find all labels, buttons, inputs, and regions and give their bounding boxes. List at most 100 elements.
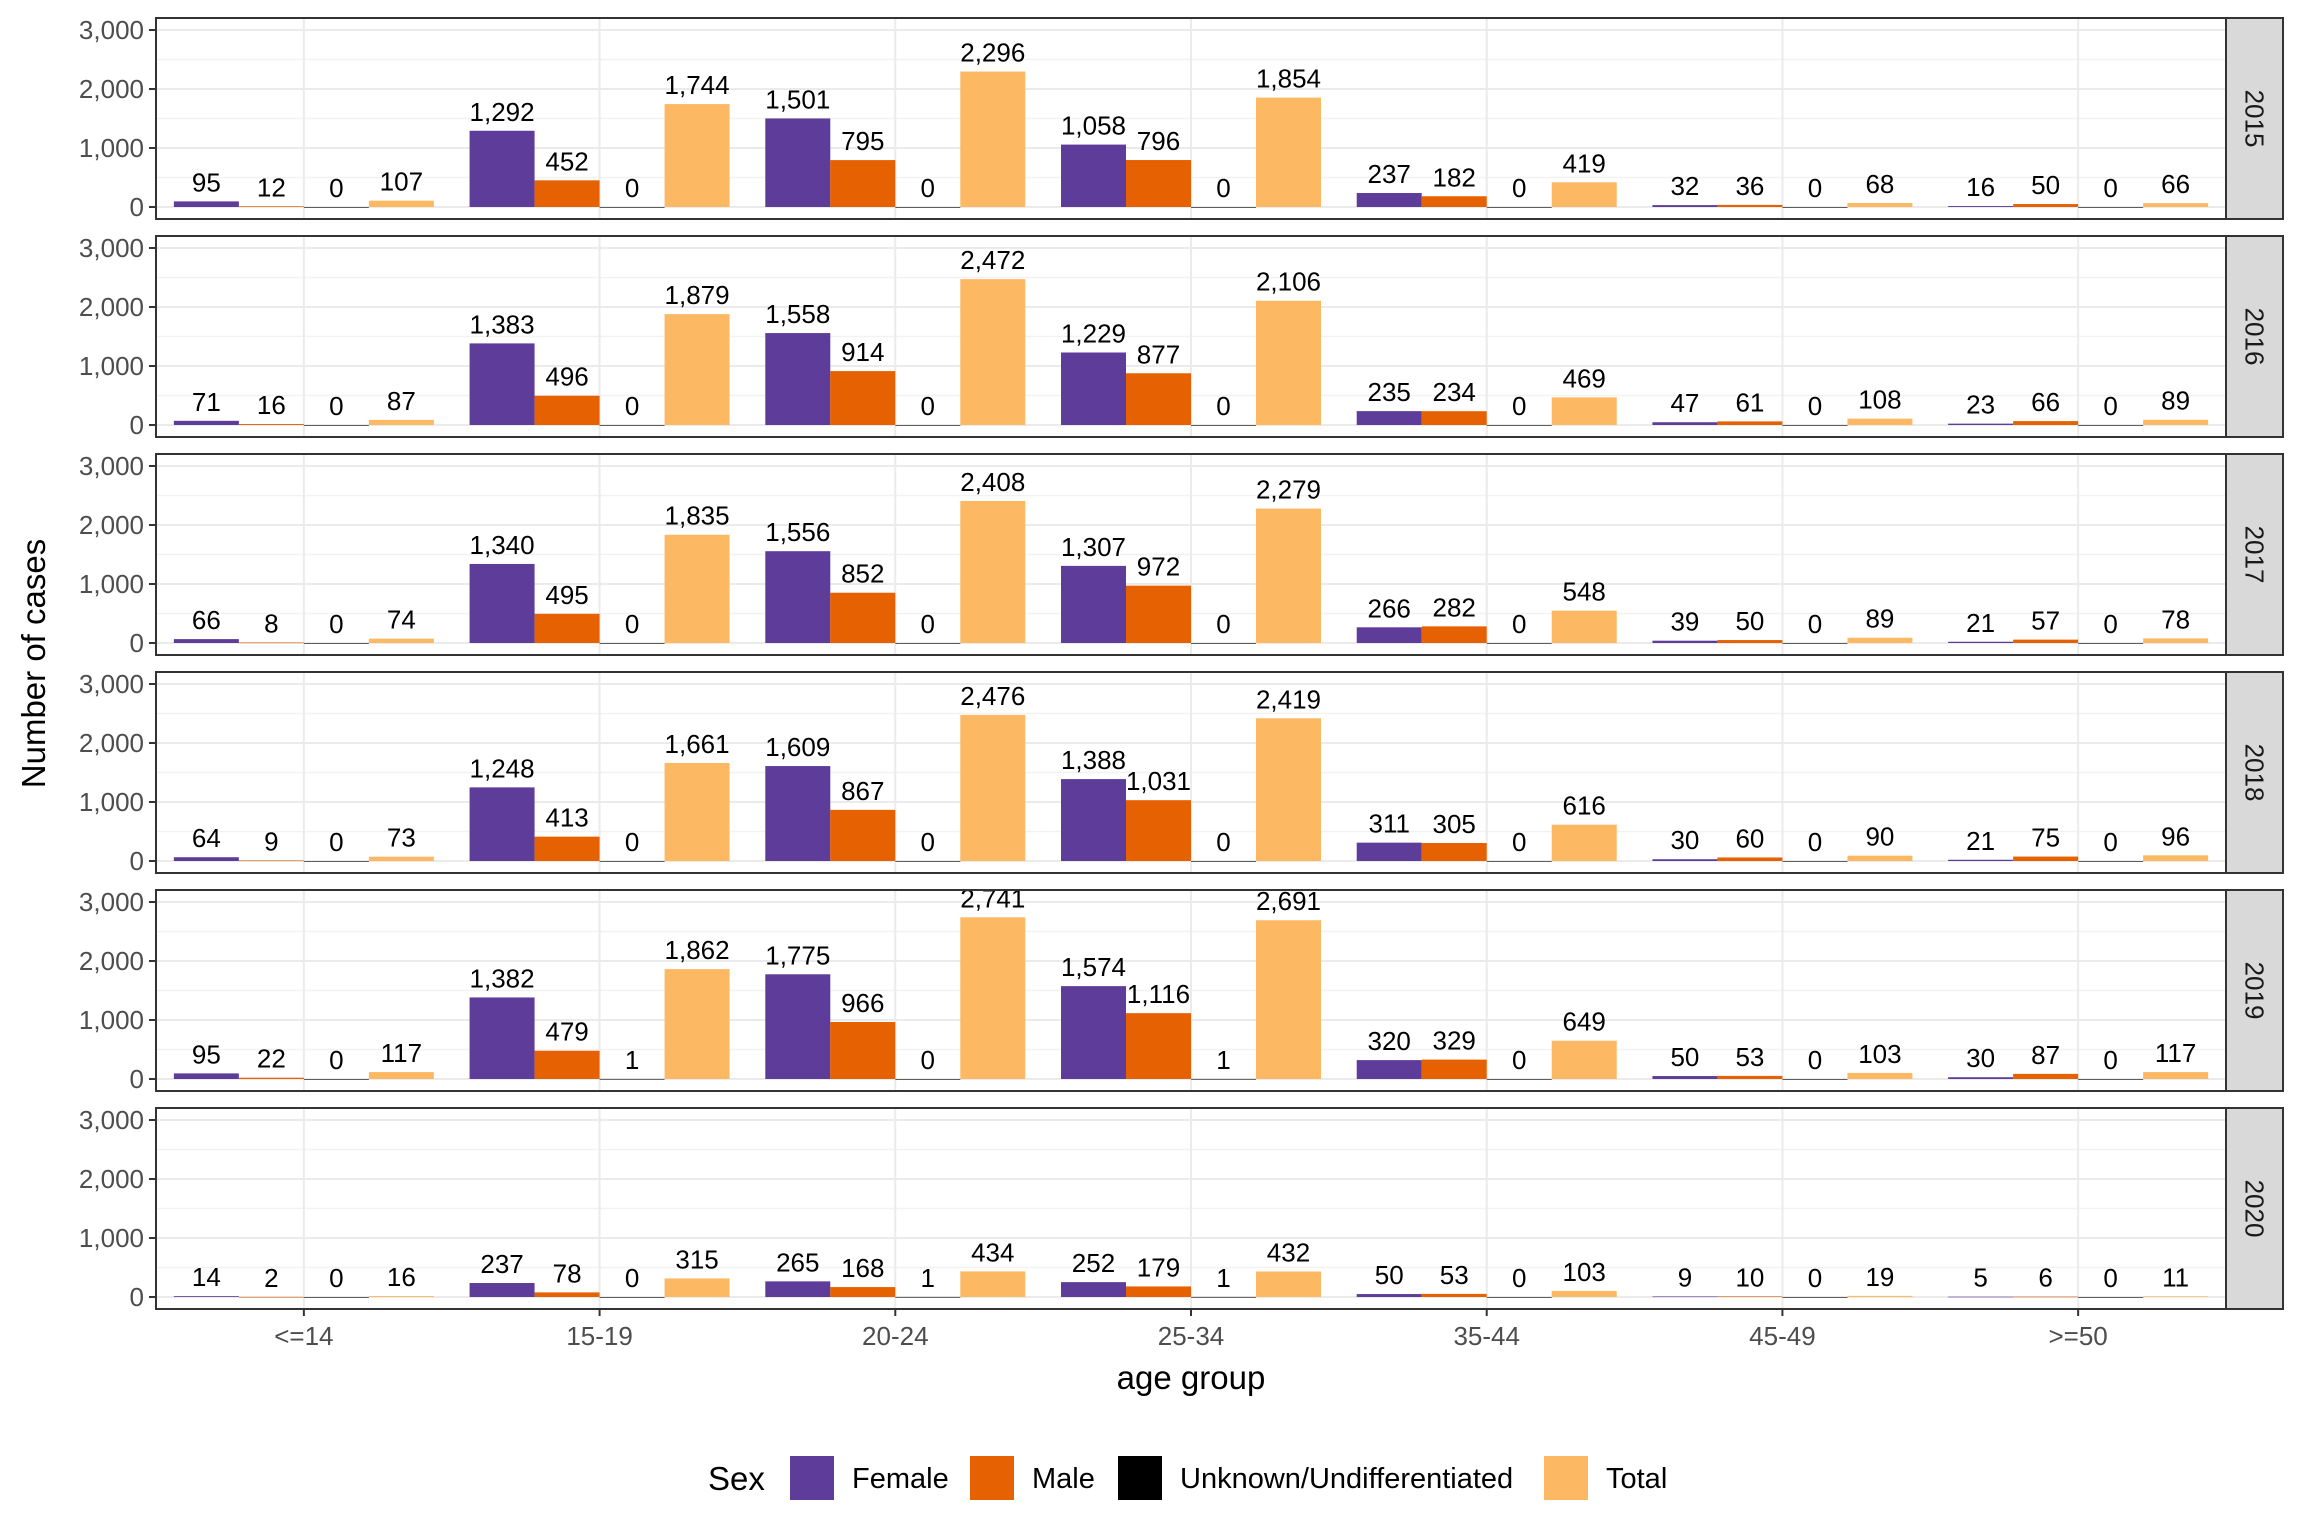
data-label: 11 bbox=[2162, 1262, 2189, 1292]
data-label: 1,609 bbox=[765, 732, 830, 762]
bar-2015-45-49-unknown-undifferentiated bbox=[1782, 207, 1848, 208]
data-label: 0 bbox=[1808, 173, 1822, 203]
bar-2019-15-19-unknown-undifferentiated bbox=[599, 1078, 665, 1080]
data-label: 36 bbox=[1735, 171, 1764, 201]
data-label: 1,661 bbox=[665, 729, 730, 759]
legend-swatch-unknown-undifferentiated bbox=[1118, 1456, 1162, 1500]
bar-2020-<=14-male bbox=[238, 1296, 304, 1298]
y-tick-label: 3,000 bbox=[79, 233, 144, 263]
bar-2016->=50-unknown-undifferentiated bbox=[2078, 425, 2144, 426]
bar-2020-15-19-total bbox=[664, 1278, 730, 1297]
bar-2017-25-34-total bbox=[1256, 508, 1321, 643]
x-tick-label: <=14 bbox=[274, 1321, 333, 1351]
data-label: 50 bbox=[1375, 1260, 1404, 1290]
data-label: 107 bbox=[380, 167, 423, 197]
bar-2017-35-44-unknown-undifferentiated bbox=[1486, 643, 1552, 644]
bar-2017-25-34-female bbox=[1061, 565, 1126, 643]
bar-2020-20-24-female bbox=[765, 1281, 831, 1297]
data-label: 108 bbox=[1858, 385, 1901, 415]
panel-2019: 95 22 0 117 1,382 479 1 1,862 1,775 966 0 2,741 1,57… bbox=[79, 883, 2284, 1094]
y-tick-label: 0 bbox=[130, 1064, 144, 1094]
bar-2017-45-49-unknown-undifferentiated bbox=[1782, 643, 1848, 644]
bar-2016-45-49-unknown-undifferentiated bbox=[1782, 425, 1848, 426]
data-label: 2,691 bbox=[1256, 886, 1321, 916]
bar-2015-15-19-female bbox=[469, 130, 535, 207]
bar-2015-45-49-male bbox=[1717, 204, 1783, 207]
bar-2018-20-24-male bbox=[830, 809, 896, 861]
y-tick-label: 1,000 bbox=[79, 1005, 144, 1035]
y-tick-label: 3,000 bbox=[79, 669, 144, 699]
data-label: 2,741 bbox=[960, 883, 1025, 913]
facet-label: 2017 bbox=[2240, 526, 2270, 584]
bar-2016-15-19-female bbox=[469, 343, 535, 425]
bar-2019-20-24-total bbox=[960, 917, 1026, 1079]
data-label: 0 bbox=[625, 173, 639, 203]
bar-2019-<=14-male bbox=[238, 1077, 304, 1079]
bar-2018-15-19-total bbox=[664, 763, 730, 861]
data-label: 1,501 bbox=[765, 84, 830, 114]
data-label: 0 bbox=[1808, 827, 1822, 857]
bar-2018-<=14-male bbox=[238, 860, 304, 862]
bar-2015-35-44-unknown-undifferentiated bbox=[1486, 207, 1552, 208]
y-tick-label: 1,000 bbox=[79, 787, 144, 817]
bar-2020->=50-unknown-undifferentiated bbox=[2078, 1297, 2144, 1298]
data-label: 50 bbox=[1735, 606, 1764, 636]
data-label: 1,835 bbox=[665, 501, 730, 531]
bar-2020-15-19-female bbox=[469, 1283, 535, 1297]
data-label: 2,419 bbox=[1256, 684, 1321, 714]
data-label: 2,279 bbox=[1256, 475, 1321, 505]
data-label: 182 bbox=[1433, 162, 1476, 192]
bar-2015-20-24-female bbox=[765, 118, 831, 207]
bar-2018-45-49-female bbox=[1652, 859, 1718, 861]
data-label: 0 bbox=[329, 1263, 343, 1293]
data-label: 795 bbox=[841, 126, 884, 156]
facet-strip bbox=[2225, 235, 2284, 438]
bar-2020->=50-female bbox=[1948, 1296, 2014, 1298]
bar-2017->=50-male bbox=[2013, 639, 2079, 643]
bar-2019->=50-total bbox=[2143, 1072, 2209, 1079]
bar-2020-<=14-female bbox=[173, 1296, 239, 1297]
data-label: 103 bbox=[1858, 1039, 1901, 1069]
bar-2019-25-34-male bbox=[1126, 1013, 1191, 1079]
bar-2019->=50-male bbox=[2013, 1073, 2079, 1079]
bar-2019-20-24-unknown-undifferentiated bbox=[895, 1079, 961, 1080]
bar-2015-45-49-total bbox=[1847, 202, 1913, 207]
bar-2015-<=14-total bbox=[368, 200, 434, 207]
bar-2016->=50-female bbox=[1948, 423, 2014, 425]
bar-2019-45-49-unknown-undifferentiated bbox=[1782, 1079, 1848, 1080]
data-label: 469 bbox=[1563, 363, 1606, 393]
data-label: 413 bbox=[545, 803, 588, 833]
y-tick-label: 3,000 bbox=[79, 887, 144, 917]
bar-2019-45-49-male bbox=[1717, 1075, 1783, 1079]
data-label: 22 bbox=[257, 1044, 286, 1074]
data-label: 1,307 bbox=[1061, 532, 1126, 562]
data-label: 852 bbox=[841, 559, 884, 589]
data-label: 60 bbox=[1735, 823, 1764, 853]
bar-2018-25-34-female bbox=[1061, 779, 1126, 861]
data-label: 252 bbox=[1072, 1248, 1115, 1278]
data-label: 2,476 bbox=[960, 681, 1025, 711]
legend-title: Sex bbox=[708, 1460, 765, 1497]
facet-strip bbox=[2225, 889, 2284, 1092]
data-label: 87 bbox=[387, 386, 416, 416]
data-label: 0 bbox=[625, 609, 639, 639]
bar-2016-35-44-female bbox=[1356, 411, 1422, 425]
bar-2020-35-44-female bbox=[1356, 1294, 1422, 1297]
bar-2015-15-19-total bbox=[664, 104, 730, 207]
bar-2016-15-19-male bbox=[534, 395, 600, 425]
bar-2017-15-19-total bbox=[664, 534, 730, 643]
data-label: 5 bbox=[1973, 1263, 1987, 1293]
bar-2019-25-34-total bbox=[1256, 920, 1321, 1079]
data-label: 53 bbox=[1440, 1260, 1469, 1290]
data-label: 1,116 bbox=[1127, 979, 1190, 1009]
data-label: 78 bbox=[553, 1258, 582, 1288]
data-label: 95 bbox=[192, 1039, 221, 1069]
data-label: 0 bbox=[329, 827, 343, 857]
data-label: 16 bbox=[1966, 172, 1995, 202]
data-label: 0 bbox=[2103, 609, 2117, 639]
panel-2017: 66 8 0 74 1,340 495 0 1,835 1,556 852 0 2,408 1,307 9… bbox=[79, 451, 2284, 658]
data-label: 47 bbox=[1670, 388, 1699, 418]
data-label: 0 bbox=[1216, 609, 1230, 639]
data-label: 0 bbox=[921, 391, 935, 421]
